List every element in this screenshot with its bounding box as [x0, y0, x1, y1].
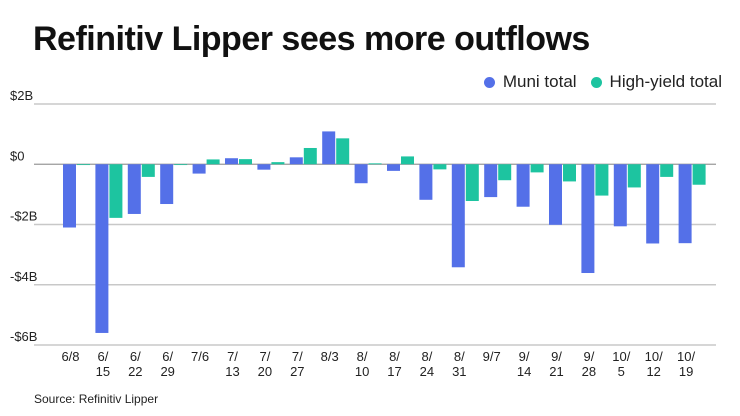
- bar-muni-total: [419, 164, 433, 200]
- bar-high-yield-total: [206, 159, 220, 165]
- bar-high-yield-total: [433, 164, 447, 170]
- bar-muni-total: [289, 157, 303, 165]
- x-axis-ticks: 6/8 6/15 6/22 6/29 7/6 7/13 7/20 7/27 8/3 8/10 8/1…: [61, 349, 695, 379]
- bar-muni-total: [257, 164, 271, 170]
- x-tick-label: 8/3: [321, 349, 339, 364]
- bar-high-yield-total: [465, 164, 479, 202]
- bar-muni-total: [549, 164, 562, 225]
- y-tick-label: -$6B: [10, 329, 37, 344]
- legend-dot-icon: [590, 76, 602, 88]
- legend-item-muni: Muni total: [483, 72, 577, 92]
- bar-muni-total: [581, 164, 595, 274]
- legend-label-muni: Muni total: [502, 72, 577, 91]
- bar-high-yield-total: [401, 156, 414, 165]
- x-tick-label: 6/15: [96, 349, 110, 379]
- x-tick-label: 10/12: [645, 349, 663, 379]
- y-tick-label: $2B: [10, 88, 33, 103]
- y-tick-label: $0: [10, 148, 24, 163]
- x-tick-label: 10/19: [677, 349, 695, 379]
- source-note: Source: Refinitiv Lipper: [34, 392, 159, 406]
- bar-high-yield-total: [174, 164, 188, 166]
- legend: Muni total High-yield total: [470, 72, 722, 92]
- x-tick-label: 9/14: [517, 349, 531, 379]
- x-tick-label: 8/31: [452, 349, 466, 379]
- y-tick-label: -$2B: [10, 209, 37, 224]
- bars: [63, 131, 706, 333]
- chart-title: Refinitiv Lipper sees more outflows: [33, 20, 590, 58]
- x-tick-label: 8/17: [387, 349, 401, 379]
- bar-muni-total: [322, 131, 336, 165]
- bar-muni-total: [387, 164, 400, 171]
- bar-high-yield-total: [303, 147, 317, 165]
- legend-label-high-yield: High-yield total: [609, 72, 722, 91]
- bar-muni-total: [160, 164, 174, 205]
- bar-high-yield-total: [336, 138, 350, 165]
- legend-dot-icon: [483, 76, 495, 88]
- bar-muni-total: [354, 164, 368, 184]
- x-tick-label: 10/5: [612, 349, 630, 379]
- x-tick-label: 6/29: [160, 349, 174, 379]
- bar-high-yield-total: [77, 164, 90, 166]
- gridlines: [34, 103, 716, 346]
- bar-muni-total: [516, 164, 530, 207]
- bar-muni-total: [484, 164, 498, 198]
- bar-high-yield-total: [368, 163, 382, 165]
- bar-high-yield-total: [109, 164, 123, 218]
- x-tick-label: 6/22: [128, 349, 142, 379]
- bar-muni-total: [127, 164, 141, 214]
- bar-high-yield-total: [141, 164, 155, 177]
- x-tick-label: 7/20: [258, 349, 272, 379]
- x-tick-label: 9/28: [582, 349, 596, 379]
- bar-muni-total: [63, 164, 76, 228]
- bar-high-yield-total: [530, 164, 544, 173]
- bar-high-yield-total: [563, 164, 576, 182]
- bar-high-yield-total: [660, 164, 674, 177]
- x-tick-label: 7/13: [225, 349, 239, 379]
- bar-high-yield-total: [271, 162, 285, 165]
- bar-high-yield-total: [692, 164, 706, 185]
- bar-muni-total: [192, 164, 206, 174]
- legend-item-high-yield: High-yield total: [590, 72, 722, 92]
- x-tick-label: 8/10: [355, 349, 369, 379]
- x-tick-label: 7/27: [290, 349, 304, 379]
- bar-high-yield-total: [595, 164, 609, 196]
- x-tick-label: 9/21: [549, 349, 563, 379]
- y-axis-ticks: $2B $0 -$2B -$4B -$6B: [10, 88, 37, 344]
- x-tick-label: 9/7: [483, 349, 501, 364]
- bar-muni-total: [451, 164, 465, 268]
- y-tick-label: -$4B: [10, 269, 37, 284]
- bar-high-yield-total: [239, 159, 252, 165]
- bar-muni-total: [95, 164, 109, 333]
- x-tick-label: 6/8: [61, 349, 79, 364]
- x-tick-label: 7/6: [191, 349, 209, 364]
- bar-muni-total: [678, 164, 692, 244]
- bar-muni-total: [646, 164, 660, 244]
- bar-muni-total: [613, 164, 627, 227]
- x-tick-label: 8/24: [420, 349, 434, 379]
- bar-muni-total: [225, 158, 238, 165]
- bar-high-yield-total: [627, 164, 641, 188]
- bar-high-yield-total: [498, 164, 512, 181]
